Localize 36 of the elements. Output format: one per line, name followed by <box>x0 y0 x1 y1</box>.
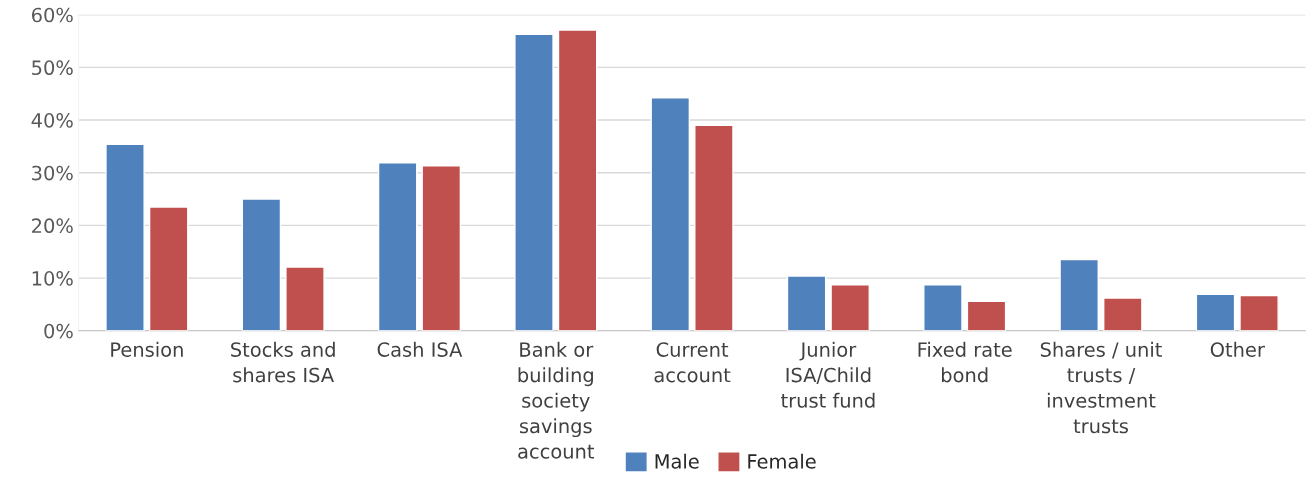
y-tick-label: 50% <box>32 60 73 76</box>
y-tick-label: 10% <box>32 271 73 286</box>
bar <box>966 300 1007 331</box>
bar <box>923 284 963 331</box>
bar <box>421 165 462 331</box>
bar <box>148 206 189 331</box>
x-tick-label: Current account <box>654 342 731 383</box>
bar <box>285 266 325 331</box>
x-tick-label: Bank or building society savings account <box>518 341 595 459</box>
bar <box>1103 297 1143 331</box>
legend-label: Male <box>655 453 699 469</box>
x-tick-label: Pension <box>111 341 183 357</box>
x-tick-label: Shares / unit trusts / investment trusts <box>1040 341 1162 434</box>
bar <box>1239 294 1279 331</box>
bar <box>377 162 418 331</box>
bar <box>514 33 554 331</box>
bar <box>650 97 691 331</box>
bar <box>241 198 282 331</box>
x-tick-label: Other <box>1210 341 1265 357</box>
bar <box>557 29 598 331</box>
y-tick-label: 30% <box>32 165 73 181</box>
x-tick-label: Cash ISA <box>377 341 463 357</box>
y-tick-label: 0% <box>44 323 73 339</box>
x-tick-label: Fixed rate bond <box>918 341 1012 383</box>
bar <box>786 275 827 331</box>
bar <box>1195 293 1236 331</box>
legend-label: Female <box>748 453 816 469</box>
bar <box>105 143 145 331</box>
bar <box>694 124 734 331</box>
y-tick-label: 20% <box>32 218 73 234</box>
x-tick-label: Junior ISA/Child trust fund <box>781 341 875 408</box>
y-tick-label: 40% <box>31 113 73 128</box>
x-tick-label: Stocks and shares ISA <box>231 341 335 383</box>
bar <box>1059 258 1099 331</box>
bar <box>830 284 870 331</box>
y-tick-label: 60% <box>32 7 73 23</box>
